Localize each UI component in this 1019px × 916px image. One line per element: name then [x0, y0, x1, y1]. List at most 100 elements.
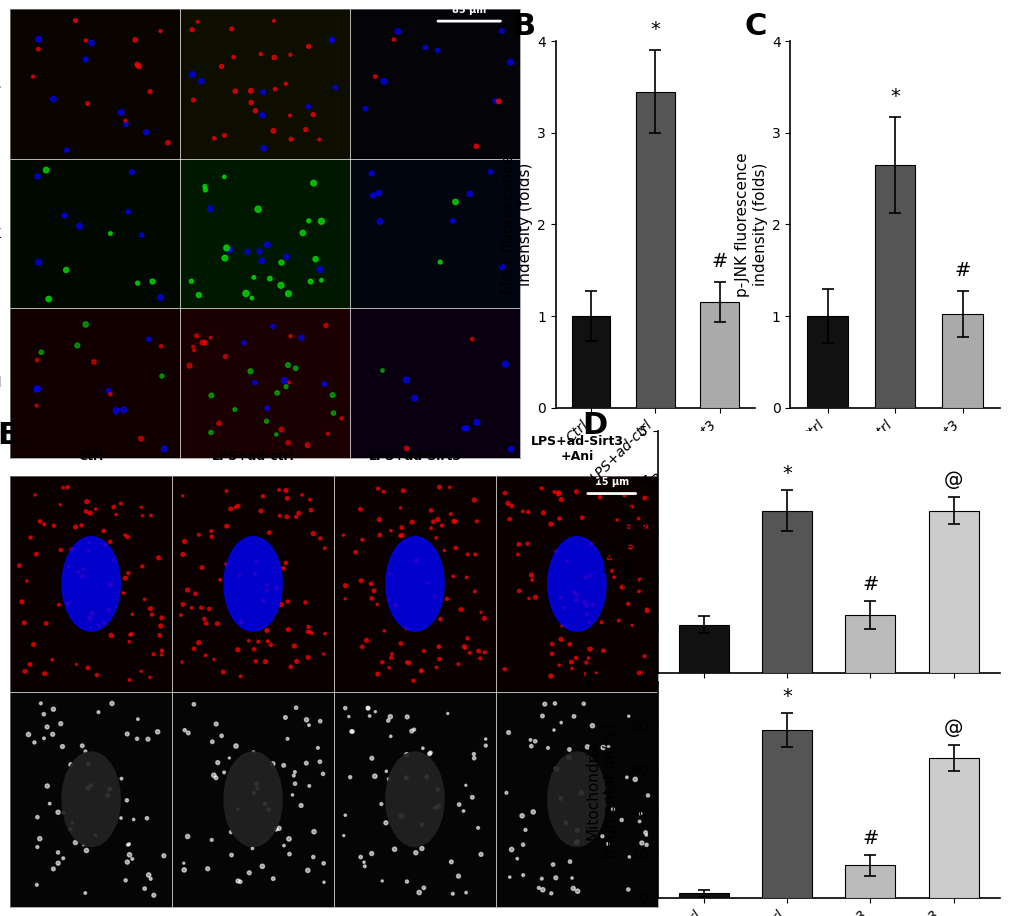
- Point: [277, 556, 293, 571]
- Point: [383, 647, 399, 661]
- Point: [287, 701, 304, 715]
- Point: [256, 141, 272, 156]
- Point: [176, 534, 193, 549]
- Point: [229, 802, 246, 816]
- Point: [50, 805, 66, 820]
- Point: [275, 758, 291, 773]
- Point: [333, 411, 350, 426]
- Point: [121, 847, 138, 862]
- Point: [117, 873, 133, 888]
- Point: [59, 480, 75, 495]
- Point: [519, 537, 535, 551]
- Point: [191, 636, 207, 650]
- Point: [119, 855, 136, 869]
- Point: [496, 662, 513, 677]
- Point: [77, 317, 94, 332]
- Point: [216, 128, 232, 143]
- Point: [119, 529, 136, 544]
- Point: [268, 427, 284, 442]
- Point: [374, 363, 390, 377]
- Point: [426, 589, 442, 604]
- Text: 15 μm: 15 μm: [595, 477, 629, 487]
- Point: [336, 701, 353, 715]
- Point: [305, 107, 321, 122]
- Point: [206, 652, 222, 667]
- Point: [301, 779, 317, 793]
- Point: [154, 643, 170, 658]
- Point: [377, 815, 393, 830]
- Point: [82, 535, 98, 550]
- Point: [64, 815, 81, 830]
- Point: [517, 823, 533, 837]
- Point: [233, 615, 250, 629]
- Point: [259, 577, 275, 592]
- Point: [193, 600, 209, 615]
- Point: [426, 801, 442, 815]
- Polygon shape: [62, 752, 120, 846]
- Point: [441, 480, 458, 495]
- Point: [280, 832, 297, 846]
- Point: [578, 570, 594, 584]
- Point: [221, 243, 237, 257]
- Point: [414, 841, 430, 856]
- Point: [561, 855, 578, 869]
- Point: [408, 553, 424, 568]
- Point: [56, 208, 72, 223]
- Point: [552, 791, 569, 806]
- Point: [375, 485, 391, 499]
- Point: [307, 252, 323, 267]
- Point: [286, 777, 303, 791]
- Point: [226, 402, 243, 417]
- Point: [179, 583, 196, 597]
- Point: [325, 406, 341, 420]
- Text: Mst1: Mst1: [0, 77, 2, 91]
- Point: [36, 517, 52, 531]
- Point: [358, 633, 374, 648]
- Point: [300, 99, 316, 114]
- Point: [254, 254, 270, 268]
- Point: [522, 733, 538, 747]
- Point: [380, 660, 396, 675]
- Point: [464, 332, 480, 346]
- Point: [203, 425, 219, 440]
- Point: [264, 757, 280, 771]
- Point: [510, 547, 526, 562]
- Point: [305, 176, 321, 191]
- Point: [281, 846, 298, 861]
- Point: [550, 485, 567, 500]
- Point: [227, 500, 244, 515]
- Point: [78, 843, 95, 857]
- Point: [36, 707, 52, 722]
- Point: [514, 504, 530, 518]
- Point: [261, 525, 277, 540]
- Point: [287, 509, 304, 524]
- Point: [394, 484, 411, 498]
- Point: [457, 641, 473, 656]
- Point: [45, 702, 61, 716]
- Point: [373, 797, 389, 812]
- Point: [442, 855, 459, 869]
- Point: [185, 343, 202, 357]
- Point: [527, 734, 543, 748]
- Point: [153, 618, 169, 633]
- Point: [83, 778, 99, 792]
- Text: Mitochondria: Mitochondria: [0, 538, 2, 630]
- Point: [431, 480, 447, 495]
- Point: [393, 529, 410, 543]
- Point: [173, 655, 190, 670]
- Point: [91, 704, 107, 719]
- Point: [594, 740, 610, 755]
- Point: [298, 756, 314, 770]
- Point: [225, 49, 242, 64]
- Point: [555, 601, 572, 616]
- Point: [45, 727, 61, 742]
- Point: [574, 510, 590, 525]
- Point: [468, 415, 484, 430]
- Point: [581, 642, 597, 657]
- Bar: [495, 692, 657, 907]
- Point: [254, 108, 270, 123]
- Text: #: #: [710, 252, 727, 271]
- Point: [122, 627, 139, 642]
- Point: [140, 732, 156, 747]
- Point: [113, 105, 129, 120]
